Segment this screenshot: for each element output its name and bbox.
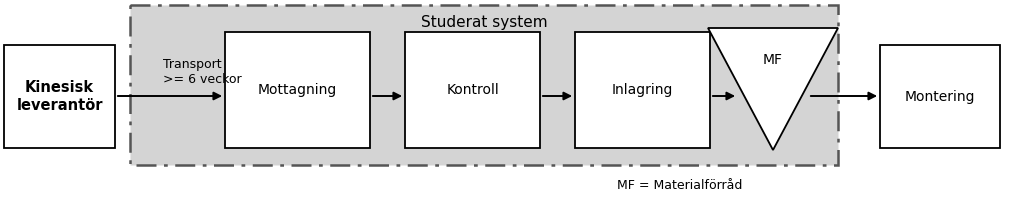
Polygon shape [708,28,838,150]
FancyBboxPatch shape [405,32,540,148]
FancyBboxPatch shape [225,32,370,148]
Text: MF: MF [763,53,783,67]
FancyBboxPatch shape [880,45,1000,148]
Text: Kontroll: Kontroll [446,83,499,97]
Text: Transport
>= 6 veckor: Transport >= 6 veckor [163,58,241,86]
Text: Mottagning: Mottagning [258,83,338,97]
FancyBboxPatch shape [130,5,838,165]
Text: Montering: Montering [904,89,975,104]
Text: MF = Materialförråd: MF = Materialförråd [617,179,743,192]
Text: Inlagring: Inlagring [612,83,673,97]
FancyBboxPatch shape [575,32,710,148]
Text: Kinesisk
leverantör: Kinesisk leverantör [16,80,102,113]
FancyBboxPatch shape [4,45,115,148]
Text: Studerat system: Studerat system [420,16,547,31]
